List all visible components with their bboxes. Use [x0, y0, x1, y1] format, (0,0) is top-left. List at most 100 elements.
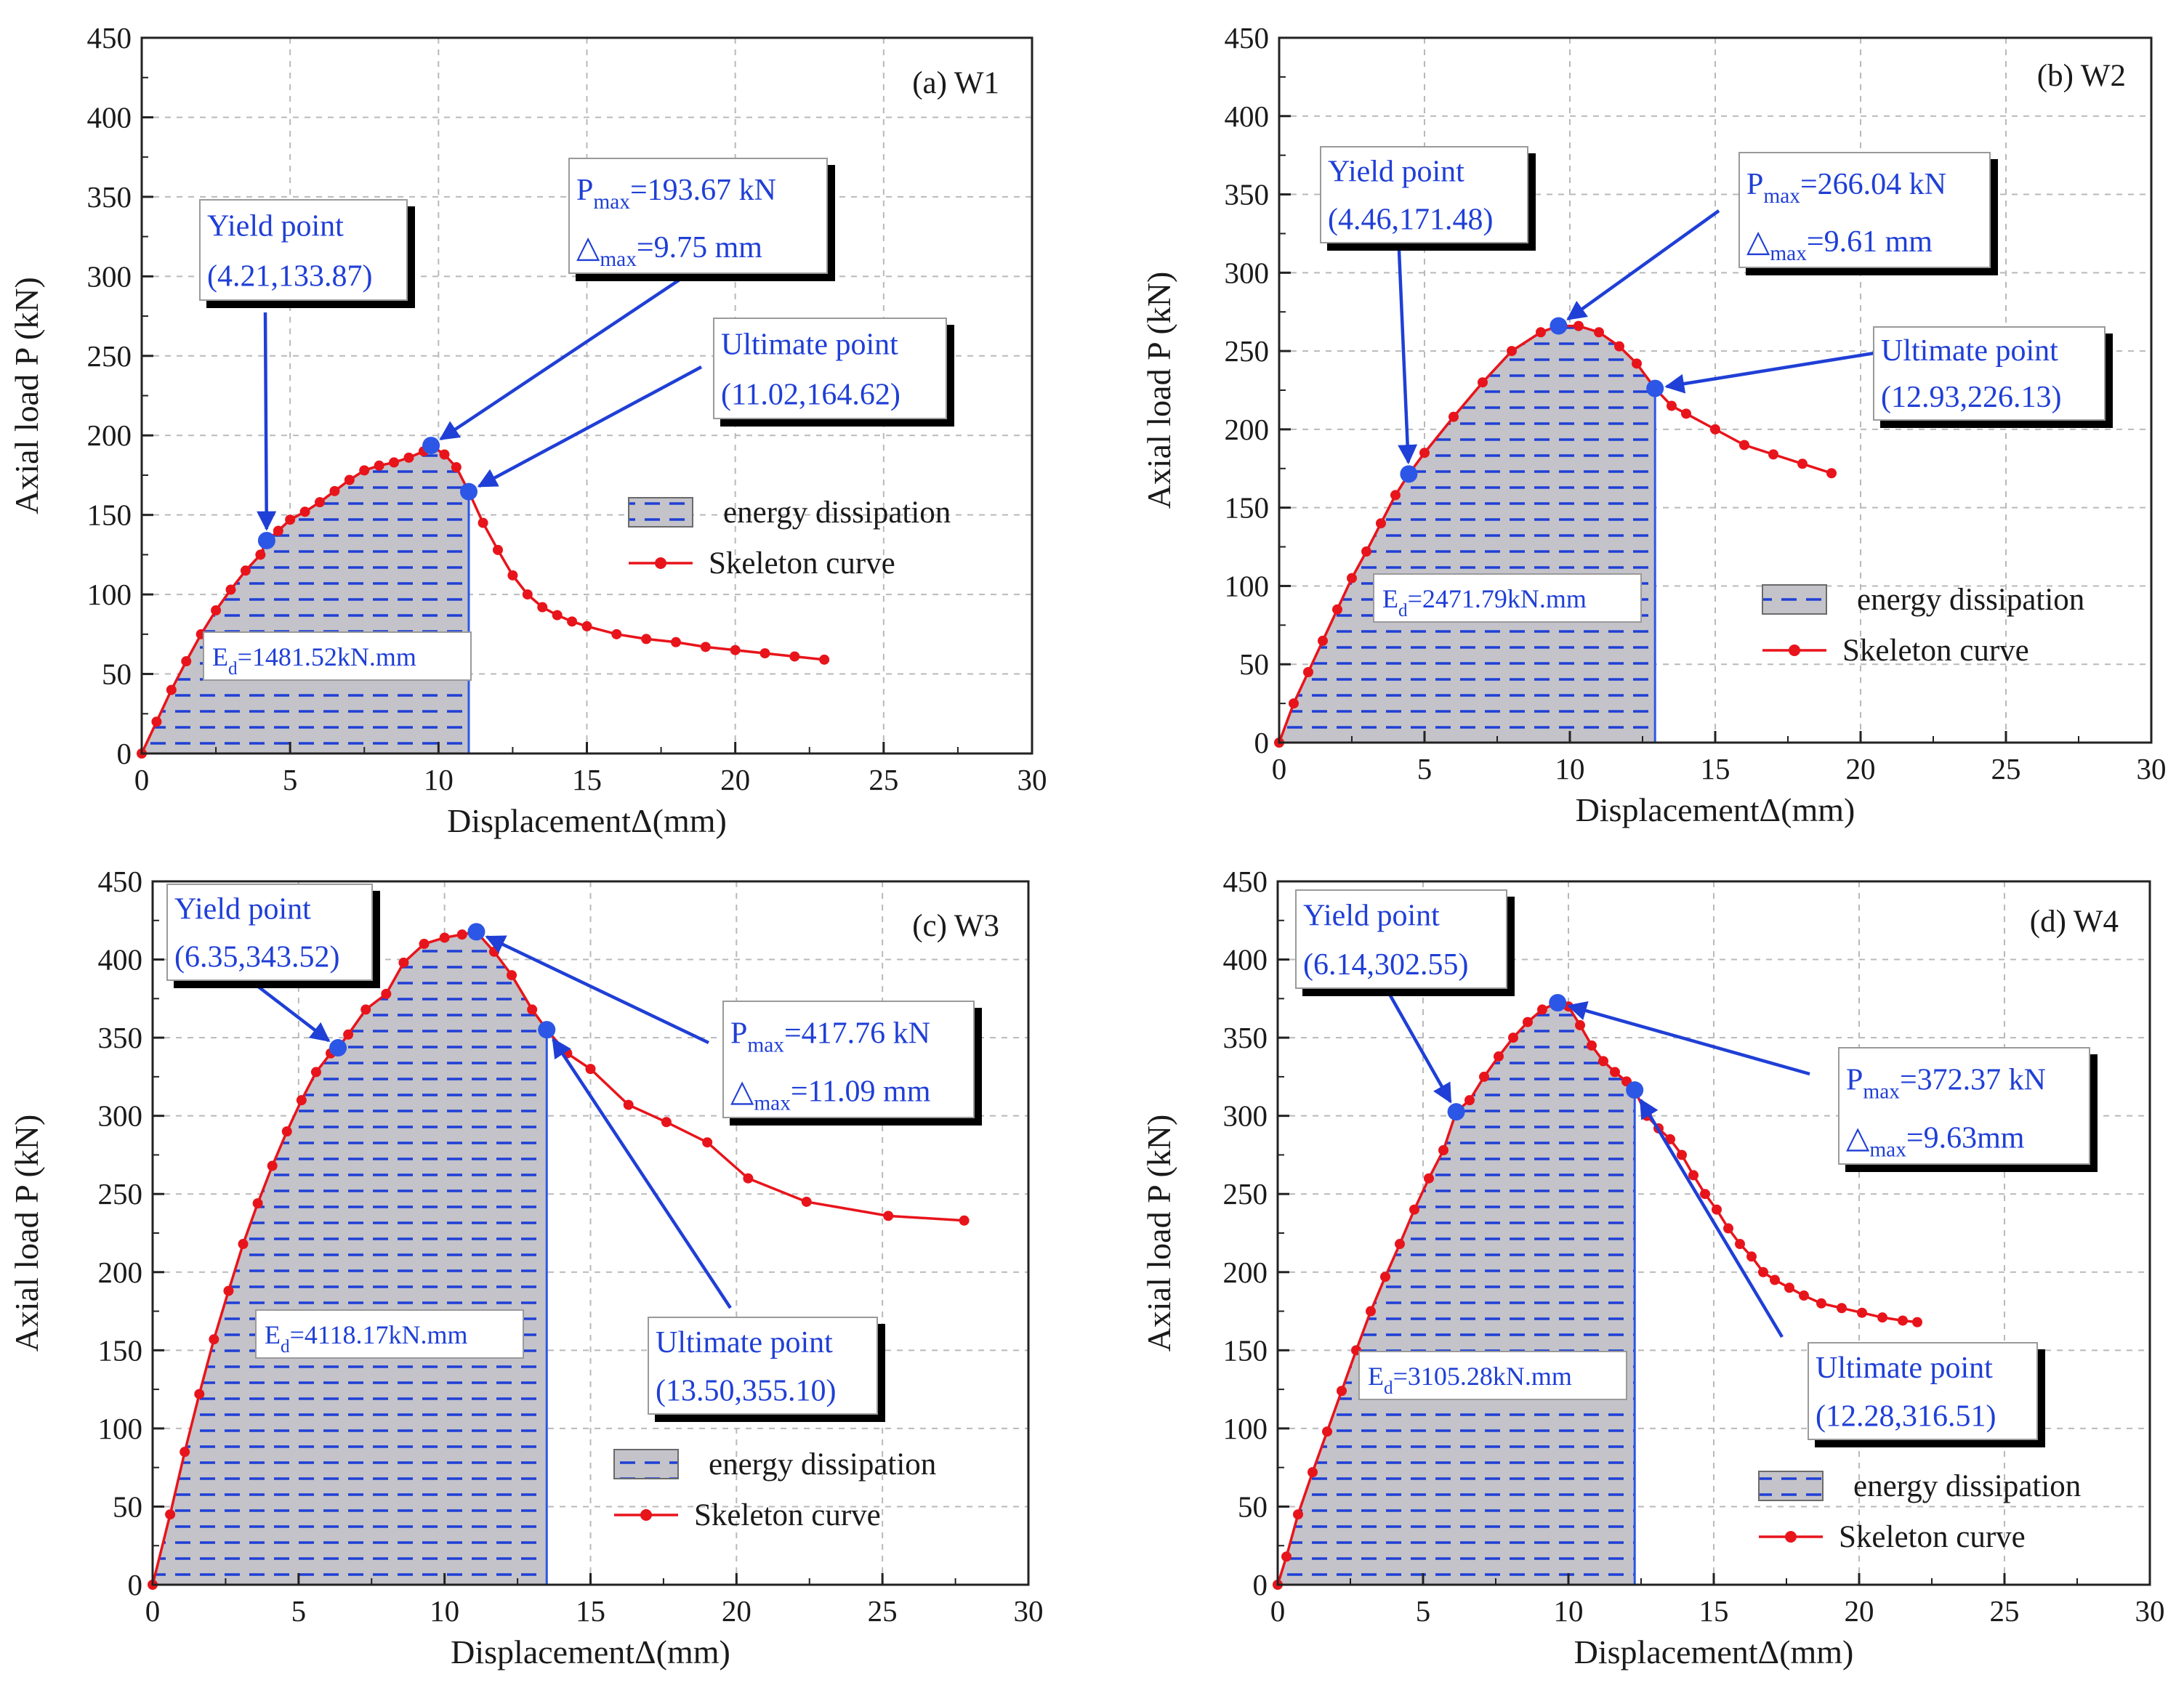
y-tick-label: 0 — [1253, 1568, 1268, 1601]
curve-point — [1507, 346, 1517, 357]
key-point-marker — [329, 1039, 347, 1057]
curve-point — [1784, 1282, 1794, 1293]
curve-point — [1857, 1307, 1867, 1318]
y-tick-label: 0 — [117, 737, 132, 770]
y-tick-label: 350 — [87, 180, 132, 214]
x-tick-label: 20 — [1846, 752, 1876, 785]
y-tick-label: 300 — [98, 1099, 143, 1133]
y-tick-label: 300 — [1225, 256, 1270, 289]
energy-label-box — [255, 1309, 524, 1359]
annotation-arrow — [1397, 250, 1418, 465]
curve-point — [1281, 1551, 1292, 1562]
annotation-arrow — [1387, 990, 1452, 1104]
x-tick-label: 20 — [722, 1594, 751, 1628]
legend-entry: Skeleton curve — [1839, 1520, 2026, 1554]
curve-point — [1479, 1071, 1489, 1082]
curve-point — [585, 1064, 596, 1075]
curve-point — [623, 1099, 634, 1110]
x-tick-label: 15 — [576, 1594, 605, 1628]
curve-point — [439, 932, 450, 943]
energy-dissipation-area — [142, 445, 469, 753]
ultimate-point-label: Ultimate point — [721, 328, 898, 362]
y-tick-label: 300 — [1223, 1099, 1268, 1133]
x-axis-label: DisplacementΔ(mm) — [451, 1633, 730, 1670]
legend-swatch-dot — [1785, 1531, 1797, 1543]
y-tick-label: 400 — [98, 943, 143, 977]
annotation-box — [1320, 146, 1528, 243]
annotation-box — [1808, 1342, 2038, 1440]
curve-point — [1770, 1274, 1780, 1285]
curve-point — [611, 629, 622, 639]
ultimate-point-label: Ultimate point — [1881, 334, 2058, 368]
curve-point — [1710, 424, 1720, 435]
key-point-marker — [1447, 1103, 1465, 1121]
curve-point — [1508, 1033, 1518, 1043]
curve-point — [1307, 1467, 1318, 1478]
chart-panel-2: 0 5 10 15 20 25 30050100150200250300350400450D… — [1140, 21, 2167, 828]
y-tick-label: 100 — [1223, 1412, 1268, 1445]
peak-load-label: Pmax=266.04 kN — [1746, 168, 1946, 208]
curve-point — [1523, 1017, 1533, 1027]
panel-label: (c) W3 — [912, 909, 999, 943]
curve-point — [488, 946, 499, 957]
legend-entry: energy dissipation — [709, 1447, 936, 1482]
curve-point — [360, 1004, 371, 1015]
curve-point — [1587, 1040, 1597, 1051]
annotation-arrow — [552, 1038, 732, 1309]
peak-load-label: Pmax=417.76 kN — [730, 1017, 930, 1057]
curve-point — [419, 939, 430, 950]
legend-entry: Skeleton curve — [694, 1498, 881, 1532]
curve-point — [661, 1117, 672, 1128]
y-tick-label: 0 — [1254, 726, 1270, 759]
y-axis-label: Axial load P (kN) — [8, 277, 45, 514]
curve-point — [1614, 341, 1624, 352]
curve-point — [552, 610, 563, 621]
curve-point — [165, 1509, 176, 1520]
curve-point — [209, 1334, 219, 1345]
y-tick-label: 400 — [87, 100, 132, 134]
peak-load-label: △max=11.09 mm — [730, 1075, 931, 1115]
x-axis-label: DisplacementΔ(mm) — [1574, 1633, 1854, 1670]
x-axis-label: DisplacementΔ(mm) — [1576, 791, 1855, 828]
x-tick-label: 25 — [1990, 1594, 2020, 1628]
curve-point — [671, 637, 681, 647]
curve-point — [1303, 667, 1313, 677]
energy-label: Ed=4118.17kN.mm — [265, 1320, 468, 1357]
curve-point — [1797, 458, 1808, 469]
ultimate-point-label: (11.02,164.62) — [721, 379, 900, 412]
energy-dissipation-area — [153, 932, 547, 1585]
curve-point — [1395, 1239, 1405, 1250]
curve-point — [456, 929, 467, 940]
energy-label: Ed=3105.28kN.mm — [1368, 1362, 1572, 1398]
energy-label-box — [1373, 573, 1642, 623]
x-tick-label: 10 — [1555, 752, 1585, 785]
curve-point — [1464, 1095, 1475, 1106]
curve-point — [1322, 1426, 1332, 1437]
annotation-box — [1738, 152, 1991, 268]
curve-point — [1318, 635, 1328, 646]
y-tick-label: 400 — [1223, 943, 1268, 977]
curve-point — [1667, 400, 1677, 411]
yield-point-label: (6.35,343.52) — [174, 941, 339, 974]
key-point-marker — [1646, 379, 1664, 397]
curve-point — [285, 514, 296, 525]
curve-point — [1735, 1239, 1745, 1250]
peak-load-label: Pmax=193.67 kN — [576, 174, 776, 214]
curve-point — [180, 1447, 190, 1458]
curve-point — [1594, 327, 1604, 338]
y-tick-label: 200 — [1225, 413, 1270, 446]
curve-point — [789, 651, 800, 662]
curve-point — [567, 616, 578, 627]
y-tick-label: 50 — [1238, 1490, 1268, 1523]
annotation-arrow — [439, 271, 692, 441]
x-axis-label: DisplacementΔ(mm) — [447, 802, 727, 839]
curve-point — [166, 684, 177, 695]
key-point-marker — [1400, 465, 1418, 483]
curve-point — [151, 716, 162, 727]
y-tick-label: 0 — [128, 1568, 143, 1601]
x-tick-label: 10 — [430, 1594, 459, 1628]
legend-swatch-area — [1758, 1471, 1824, 1501]
x-tick-label: 20 — [720, 763, 750, 796]
legend-entry: energy dissipation — [1853, 1469, 2081, 1503]
legend-swatch-dot — [1789, 645, 1800, 656]
